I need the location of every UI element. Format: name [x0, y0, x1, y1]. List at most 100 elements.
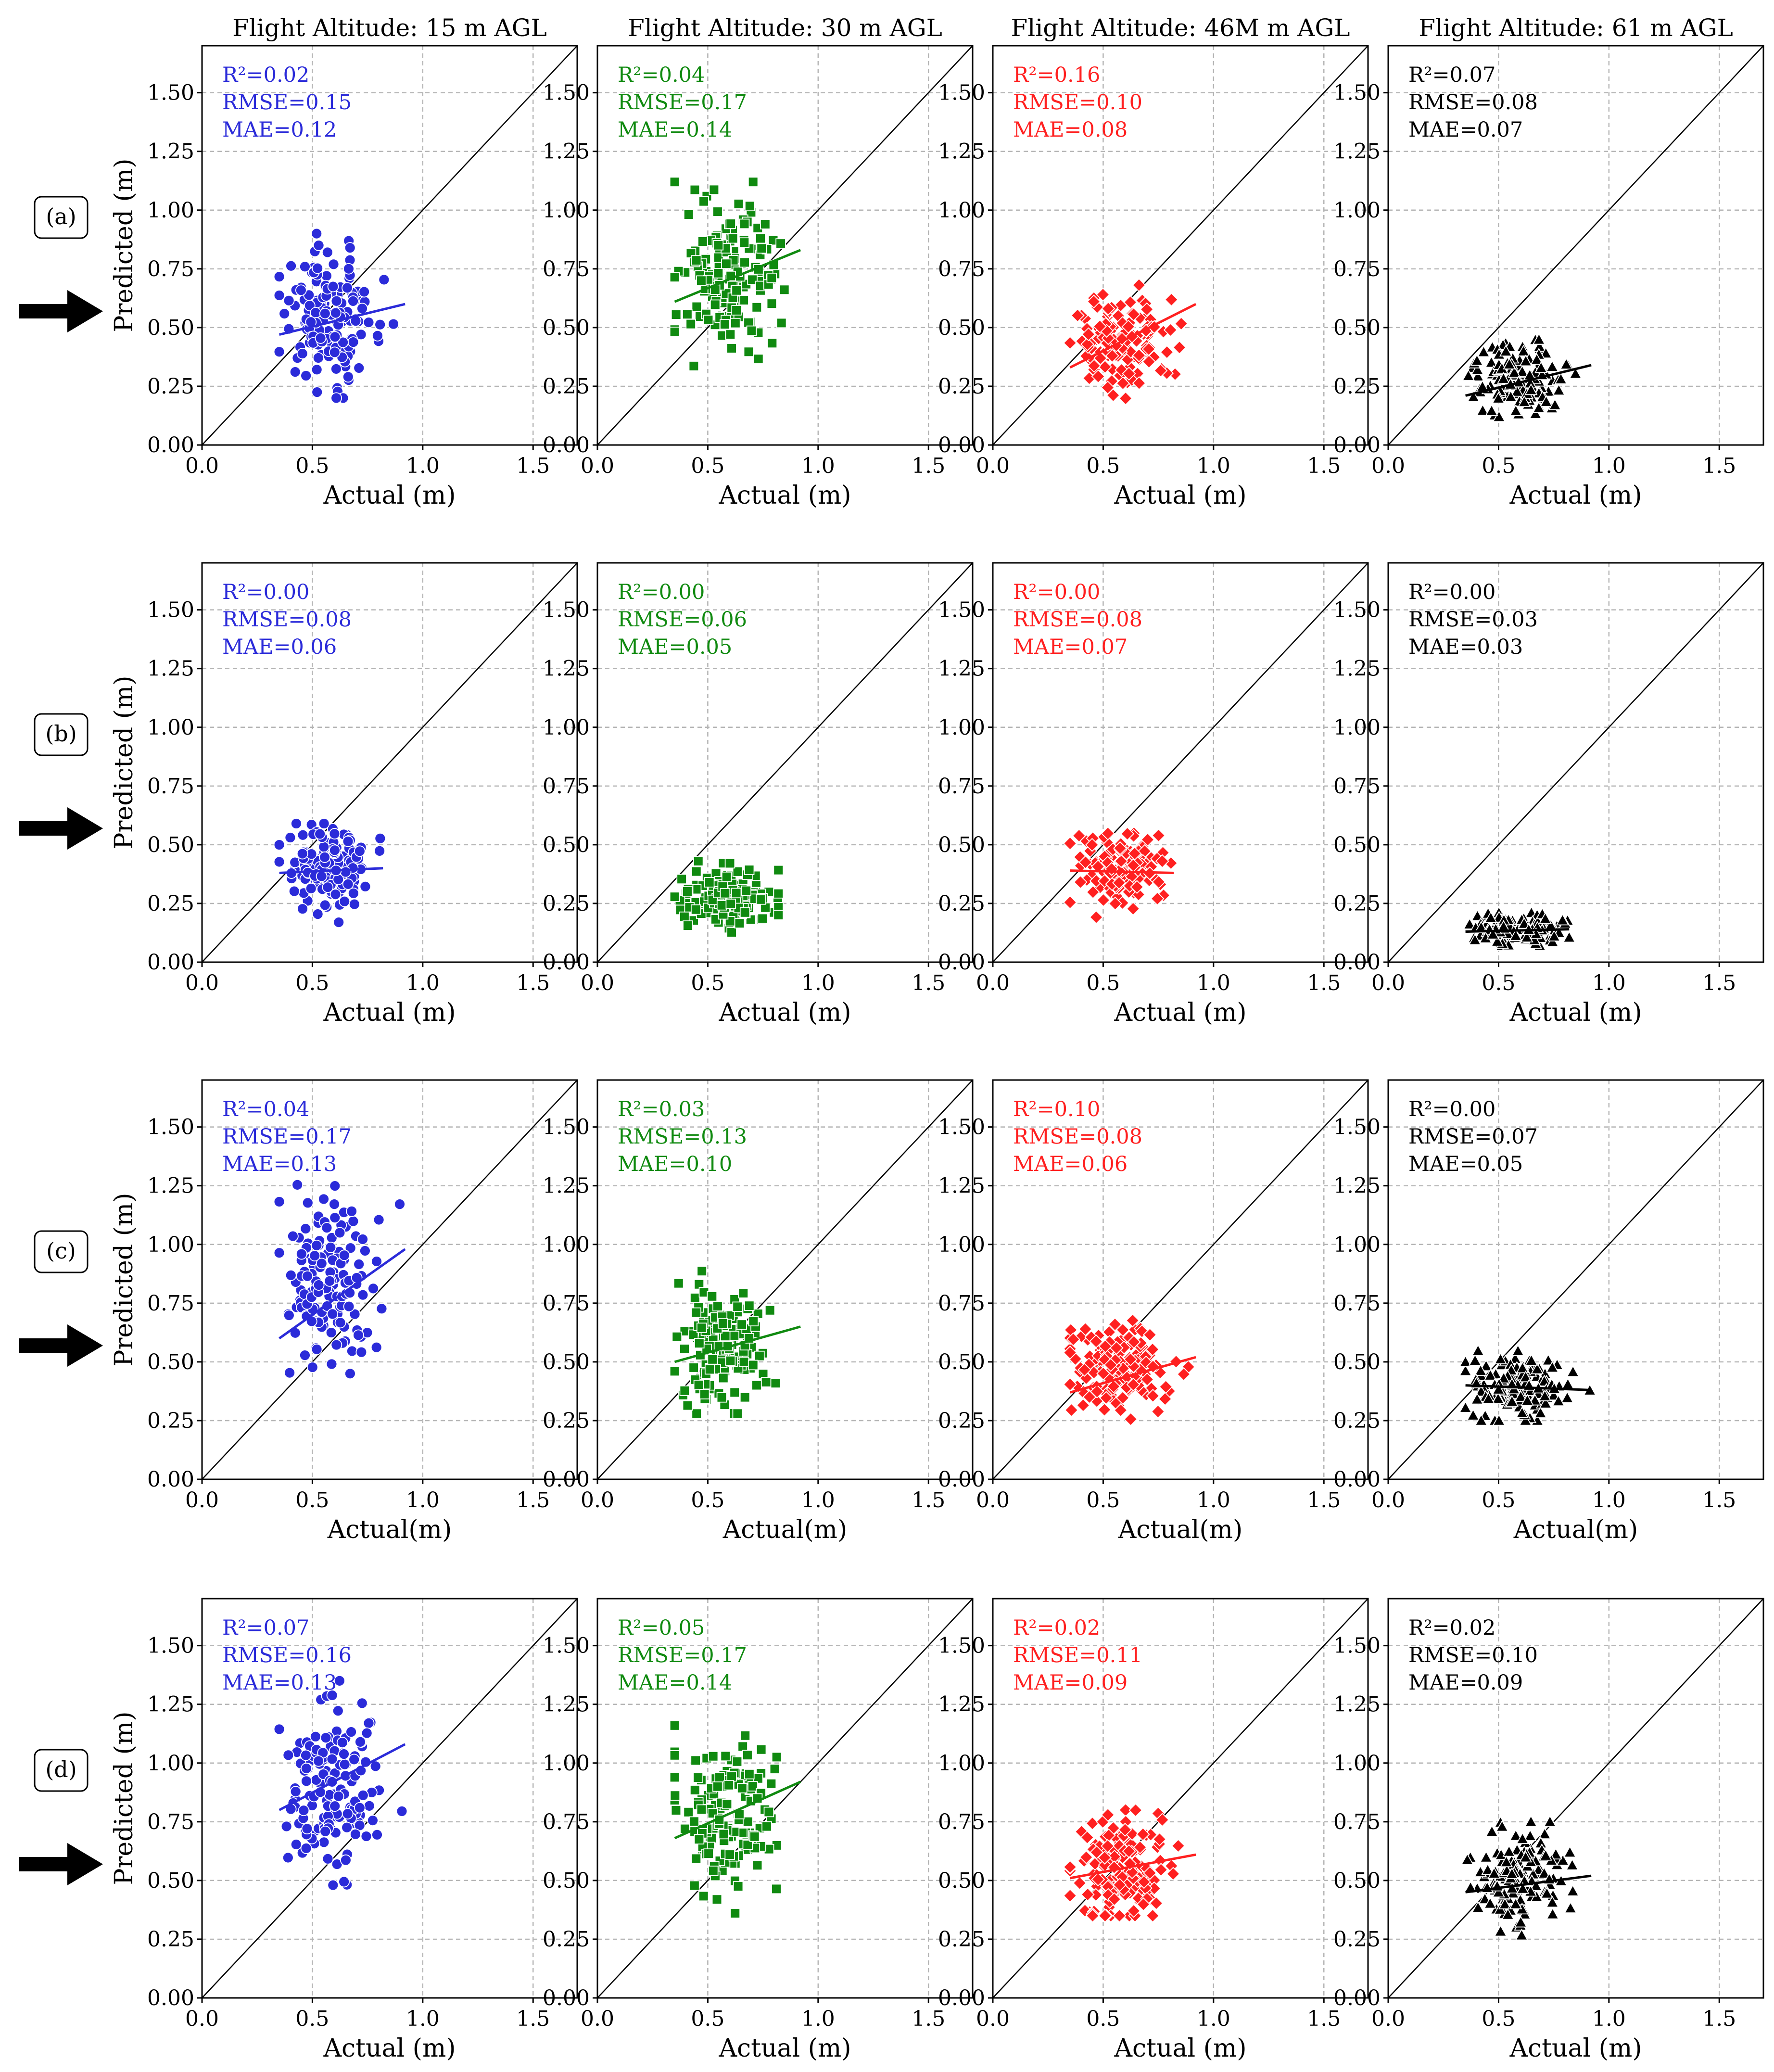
x-tick-label: 0.0: [976, 1488, 1010, 1513]
data-point: [716, 1392, 727, 1403]
data-point: [724, 1849, 735, 1860]
fit-line: [279, 303, 405, 336]
data-point: [1534, 361, 1548, 373]
stat-text: MAE=0.13: [222, 1671, 337, 1695]
y-tick-label: 0.25: [147, 1927, 194, 1952]
data-point: [703, 315, 714, 325]
data-point: [1470, 363, 1484, 375]
stat-text: MAE=0.03: [1408, 635, 1523, 659]
data-point: [348, 898, 360, 910]
data-point: [329, 844, 341, 856]
data-point: [330, 363, 342, 375]
fit-line: [279, 1248, 406, 1340]
data-point: [738, 1357, 749, 1367]
data-point: [1141, 342, 1156, 356]
y-tick-label: 0.25: [147, 1409, 194, 1433]
x-tick-label: 0.5: [691, 971, 724, 995]
data-point: [1458, 1355, 1472, 1367]
y-tick-label: 1.25: [1333, 140, 1381, 164]
data-point: [291, 818, 302, 829]
stat-text: RMSE=0.06: [618, 608, 747, 632]
data-point: [296, 848, 308, 860]
data-point: [739, 257, 750, 268]
stat-text: MAE=0.05: [1408, 1152, 1523, 1176]
stat-text: R²=0.00: [222, 580, 309, 604]
data-point: [1517, 917, 1531, 929]
panel-d-1: 0.0 0.5 1.0 1.5 0.00 0.25 0.50 0.75 1.00 1.25 1.50…: [147, 1598, 578, 2063]
data-point: [1085, 1908, 1100, 1923]
data-point: [729, 1331, 739, 1341]
data-point: [1108, 896, 1122, 911]
y-tick-label: 1.25: [1333, 657, 1381, 681]
data-point: [1115, 376, 1130, 391]
x-tick-label: 1.5: [912, 1488, 945, 1513]
y-tick-label: 0.00: [543, 1467, 590, 1492]
data-point: [1098, 360, 1112, 374]
data-point: [688, 361, 699, 371]
data-point: [690, 904, 701, 915]
data-point: [326, 1690, 338, 1701]
panel-d-2: 0.0 0.5 1.0 1.5 0.00 0.25 0.50 0.75 1.00 1.25 1.50…: [543, 1598, 974, 2063]
fit-line: [1070, 1853, 1196, 1880]
x-axis-label: Actual (m): [718, 481, 851, 510]
y-tick-label: 1.50: [147, 81, 194, 105]
y-tick-label: 1.50: [543, 598, 590, 623]
data-point: [1509, 1897, 1522, 1909]
data-point: [1510, 385, 1524, 397]
data-point: [713, 240, 724, 251]
x-axis-label: Actual (m): [323, 2034, 456, 2063]
data-point: [742, 1840, 753, 1850]
data-point: [273, 290, 285, 301]
data-point: [773, 864, 784, 876]
axes-frame: [201, 1079, 578, 1480]
x-axis-label: Actual (m): [1114, 998, 1246, 1027]
data-point: [312, 262, 324, 274]
y-tick-label: 0.00: [543, 433, 590, 458]
x-tick-label: 0.0: [581, 454, 614, 478]
data-point: [290, 1839, 302, 1850]
data-point: [301, 1763, 312, 1774]
data-point: [314, 828, 326, 840]
data-point: [301, 1775, 312, 1787]
data-point: [1063, 1377, 1077, 1392]
y-tick-label: 0.50: [1333, 316, 1381, 340]
y-tick-label: 1.25: [938, 1174, 985, 1198]
data-point: [329, 307, 342, 319]
data-point: [329, 1212, 341, 1224]
data-point: [1479, 1851, 1493, 1863]
data-point: [330, 295, 342, 307]
row-label-text: (c): [46, 1238, 76, 1264]
data-point: [732, 1408, 743, 1419]
stat-text: R²=0.00: [1408, 1097, 1495, 1121]
data-point: [708, 1866, 719, 1876]
data-point: [1091, 1872, 1105, 1887]
stat-text: R²=0.04: [618, 63, 705, 87]
y-tick-label: 0.25: [543, 891, 590, 916]
data-point: [1123, 1352, 1138, 1367]
data-point: [1127, 1335, 1141, 1349]
data-point: [714, 1772, 725, 1782]
data-point: [720, 319, 730, 330]
data-point: [669, 177, 680, 187]
row-label-box: [34, 1749, 89, 1792]
data-point: [311, 364, 323, 376]
axes-frame: [201, 45, 578, 446]
data-point: [347, 1215, 359, 1227]
data-point: [747, 274, 758, 285]
data-point: [713, 252, 724, 263]
data-point: [1484, 911, 1497, 923]
data-point: [1063, 895, 1077, 910]
data-point: [283, 294, 295, 306]
data-point: [697, 1266, 707, 1277]
data-point: [689, 1816, 699, 1827]
data-point: [1101, 331, 1115, 345]
data-point: [359, 1245, 371, 1257]
data-point: [1483, 1369, 1497, 1381]
x-tick-label: 1.5: [1307, 1488, 1341, 1513]
data-point: [316, 870, 328, 882]
data-point: [1103, 1358, 1118, 1372]
data-point: [300, 1843, 312, 1854]
data-point: [1153, 363, 1168, 378]
y-tick-label: 0.25: [147, 374, 194, 399]
stat-text: RMSE=0.16: [222, 1643, 352, 1667]
